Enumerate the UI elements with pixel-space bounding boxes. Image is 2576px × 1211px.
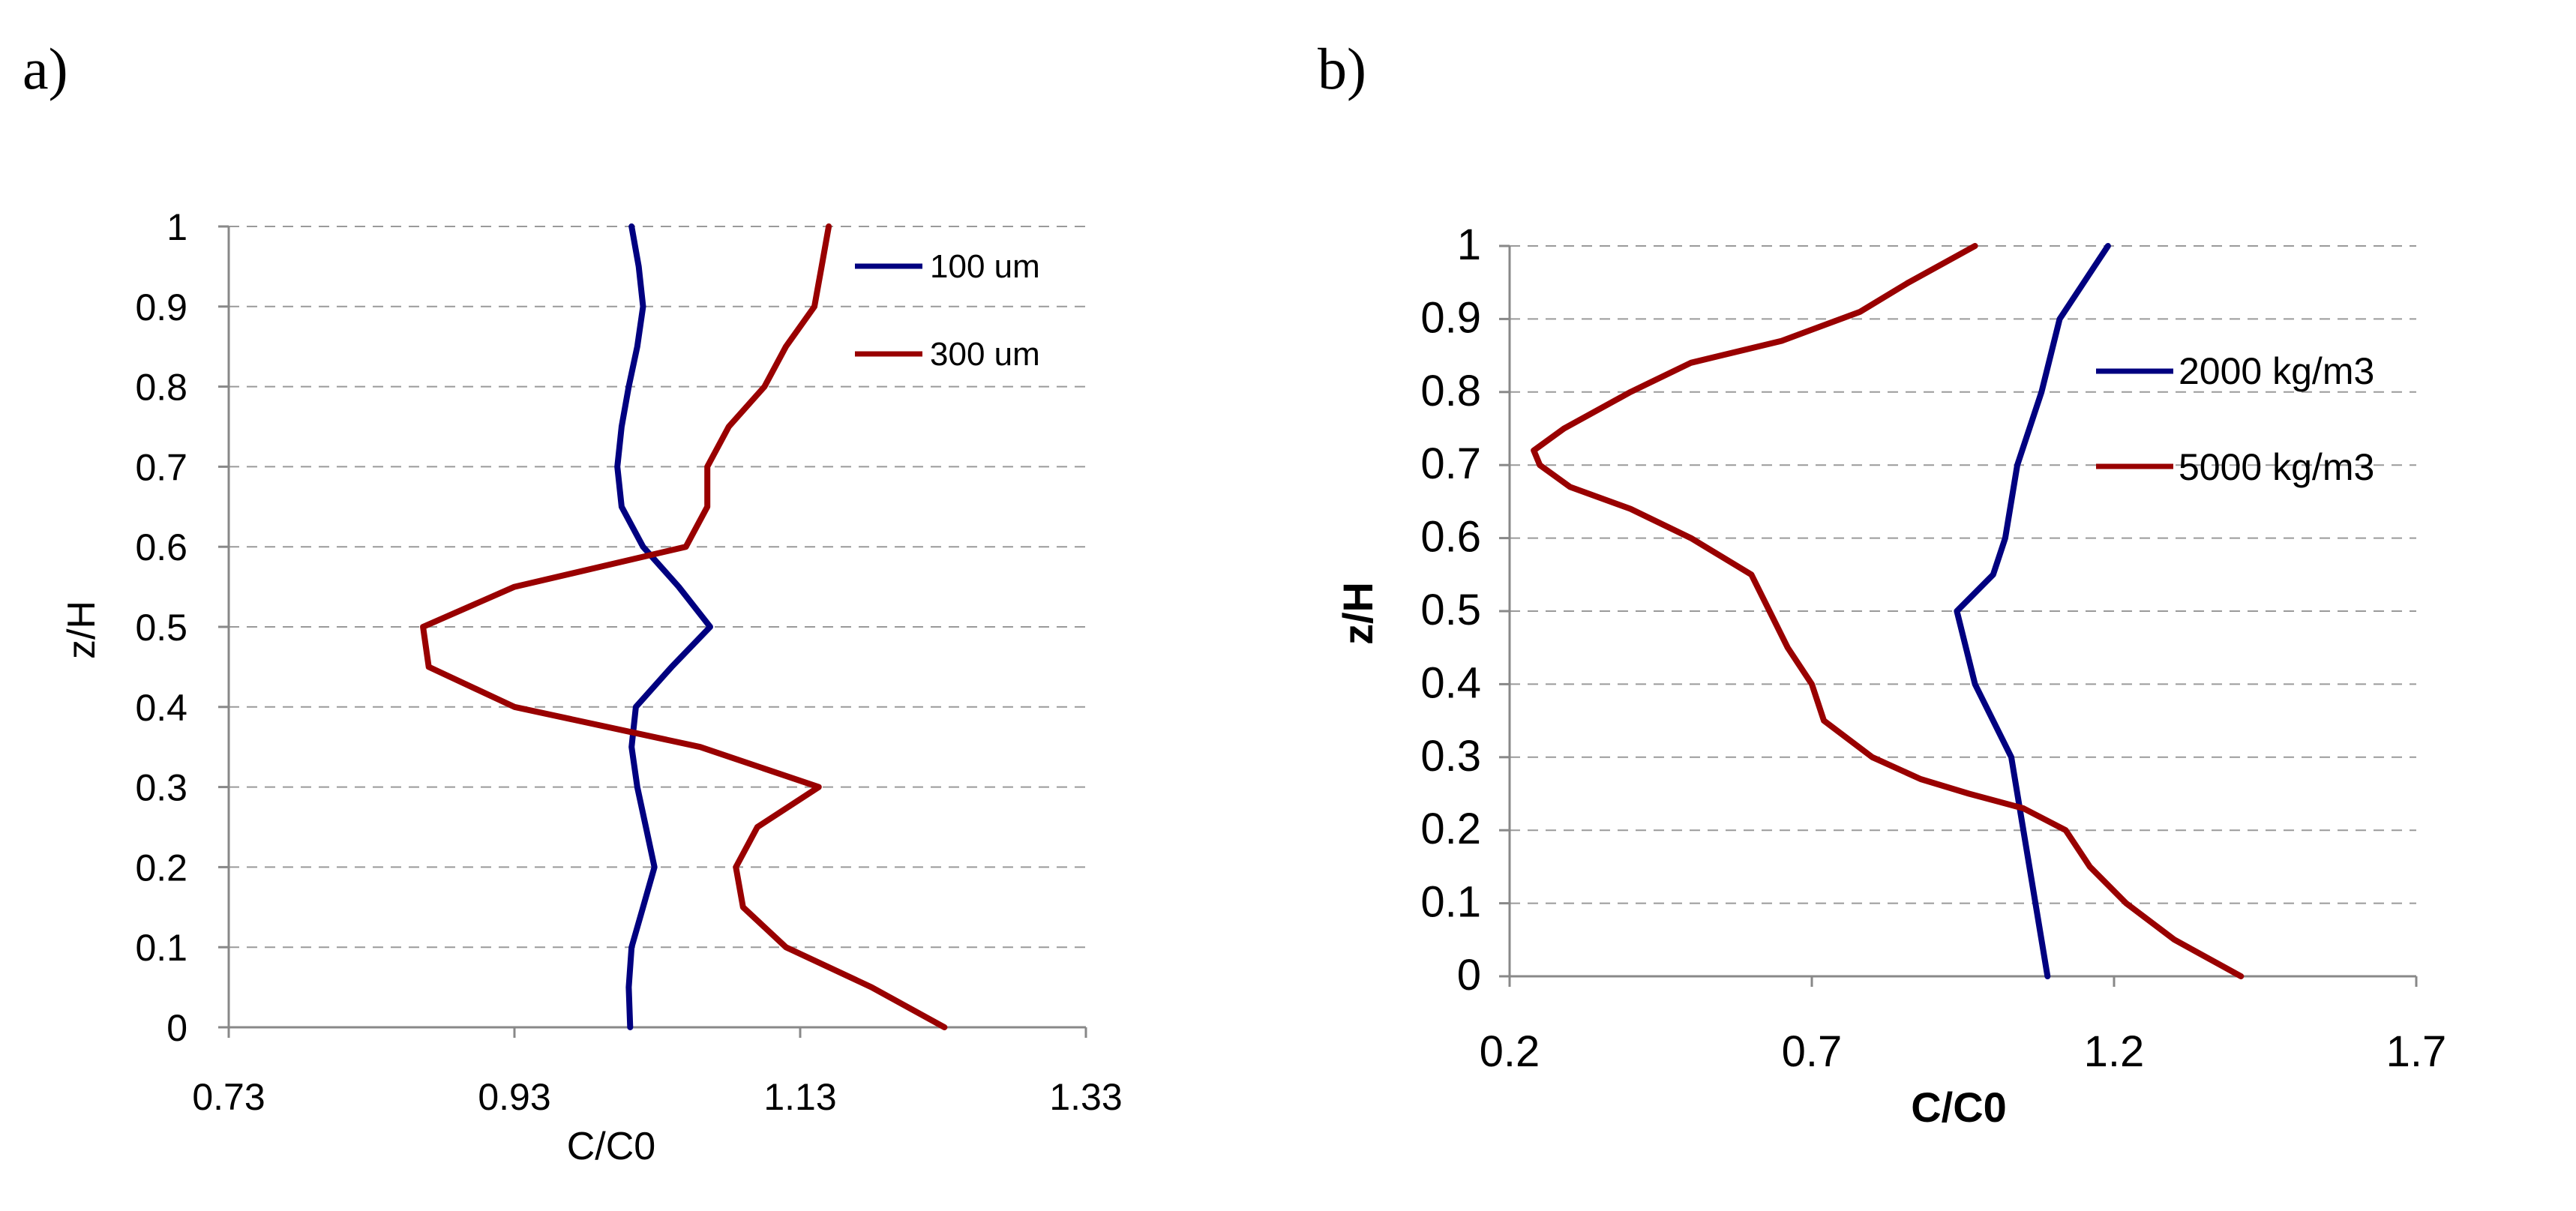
series-line-100-um (614, 223, 713, 1030)
y-tick-label: 0.4 (135, 687, 187, 729)
y-ticks-b: 0 0.1 0.2 0.3 0.4 0.5 0.6 0.7 0.8 0.9 1 (1420, 220, 1510, 1000)
chart-panel-b: b) 0 0.1 0.2 0.3 0.4 0.5 0.6 0.7 0.8 0.9 1 0.2 0.7 1… (1318, 36, 2446, 1131)
grid-a (229, 226, 1086, 949)
series-line-5000-kg-m3 (1531, 243, 2245, 979)
series-b (1531, 243, 2245, 979)
y-tick-label: 0.2 (135, 847, 187, 889)
legend-label-5000: 5000 kg/m3 (2179, 446, 2374, 488)
y-tick-label: 0.9 (135, 286, 187, 328)
y-tick-label: 0.2 (1420, 805, 1481, 853)
y-tick-label: 0.5 (1420, 586, 1481, 634)
y-tick-label: 1 (1457, 220, 1481, 269)
x-tick-label: 0.93 (478, 1076, 550, 1118)
y-tick-label: 0.8 (1420, 367, 1481, 415)
grid-b (1510, 245, 2416, 904)
x-axis-title-b: C/C0 (1911, 1084, 2007, 1131)
chart-panel-a: a) 0 0.1 0.2 0.3 0.4 0.5 0.6 0.7 0.8 0.9 1 0.73 0.9… (22, 36, 1123, 1168)
y-tick-label: 0 (166, 1007, 187, 1049)
x-tick-label: 0.2 (1480, 1027, 1540, 1076)
y-tick-label: 0.5 (135, 607, 187, 649)
y-axis-title-b: z/H (1334, 582, 1381, 645)
y-tick-label: 0.7 (1420, 439, 1481, 488)
x-tick-label: 1.33 (1049, 1076, 1122, 1118)
y-ticks-a: 0 0.1 0.2 0.3 0.4 0.5 0.6 0.7 0.8 0.9 1 (135, 206, 229, 1049)
legend-a: 100 um 300 um (855, 248, 1040, 373)
x-axis-title-a: C/C0 (567, 1125, 655, 1168)
x-tick-label: 1.7 (2386, 1027, 2447, 1076)
legend-label-300um: 300 um (930, 336, 1040, 373)
y-tick-label: 0.1 (1420, 878, 1481, 927)
legend-label-100um: 100 um (930, 248, 1040, 285)
y-tick-label: 0.9 (1420, 293, 1481, 342)
series-line-300-um (420, 223, 948, 1030)
y-tick-label: 0.6 (135, 526, 187, 568)
x-tick-label: 1.2 (2084, 1027, 2145, 1076)
y-tick-label: 0.8 (135, 367, 187, 409)
x-tick-label: 0.7 (1782, 1027, 1843, 1076)
x-tick-label: 1.13 (763, 1076, 836, 1118)
panel-label-a: a) (22, 36, 68, 101)
y-tick-label: 0.7 (135, 446, 187, 488)
y-axis-title-a: z/H (60, 601, 103, 659)
legend-label-2000: 2000 kg/m3 (2179, 350, 2374, 392)
y-tick-label: 1 (166, 206, 187, 248)
y-tick-label: 0.1 (135, 927, 187, 969)
x-ticks-b: 0.2 0.7 1.2 1.7 (1480, 976, 2447, 1076)
legend-b: 2000 kg/m3 5000 kg/m3 (2096, 350, 2374, 488)
x-ticks-a: 0.73 0.93 1.13 1.33 (192, 1027, 1123, 1118)
y-tick-label: 0.6 (1420, 513, 1481, 562)
series-a (420, 223, 948, 1030)
y-tick-label: 0.3 (135, 767, 187, 809)
y-tick-label: 0.3 (1420, 732, 1481, 781)
series-line-2000-kg-m3 (1954, 243, 2111, 979)
y-tick-label: 0 (1457, 951, 1481, 1000)
panel-label-b: b) (1318, 36, 1366, 101)
y-tick-label: 0.4 (1420, 658, 1481, 707)
x-tick-label: 0.73 (192, 1076, 265, 1118)
